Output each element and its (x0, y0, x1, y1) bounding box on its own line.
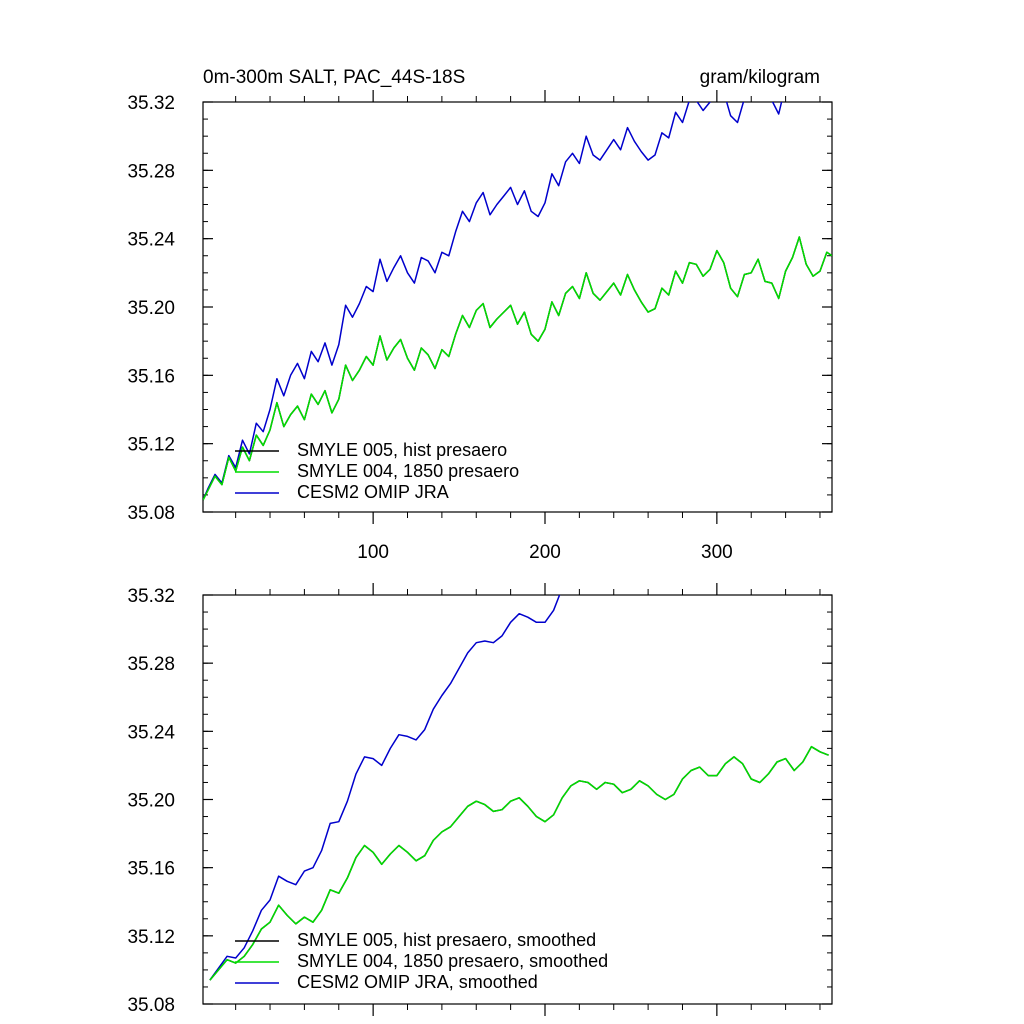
chart-title: 0m-300m SALT, PAC_44S-18S (203, 67, 465, 88)
x-tick-label: 300 (701, 542, 733, 563)
x-tick-label: 200 (529, 542, 561, 563)
y-tick-label: 35.32 (127, 586, 175, 607)
bottom-panel: 35.08 35.12 35.16 35.20 35.24 35.28 35.32 SMYLE… (127, 583, 833, 1016)
legend-label-1: SMYLE 004, 1850 presaero (297, 461, 519, 481)
legend-label-0: SMYLE 005, hist presaero (297, 440, 507, 460)
x-tick-label: 100 (357, 542, 389, 563)
y-tick-label: 35.16 (127, 859, 175, 880)
y-tick-label: 35.24 (127, 230, 175, 251)
y-tick-label: 35.32 (127, 93, 175, 114)
series-line-1 (209, 745, 829, 981)
y-tick-label: 35.28 (127, 161, 175, 182)
legend-label-0: SMYLE 005, hist presaero, smoothed (297, 930, 596, 950)
series-line-2 (209, 595, 561, 981)
y-tick-label: 35.12 (127, 435, 175, 456)
y-tick-label: 35.16 (127, 366, 175, 387)
y-tick-label: 35.28 (127, 654, 175, 675)
top-panel: 35.08 35.12 35.16 35.20 35.24 35.28 35.32 100 20… (127, 90, 833, 563)
y-tick-label: 35.20 (127, 791, 175, 812)
y-tick-label: 35.20 (127, 298, 175, 319)
y-tick-label: 35.08 (127, 995, 175, 1016)
series-line-2 (203, 102, 783, 501)
y-tick-label: 35.24 (127, 722, 175, 743)
legend-label-2: CESM2 OMIP JRA (297, 482, 449, 502)
legend-label-2: CESM2 OMIP JRA, smoothed (297, 972, 538, 992)
y-tick-label: 35.12 (127, 927, 175, 948)
units-label: gram/kilogram (700, 67, 820, 88)
series-line-1 (203, 236, 832, 501)
legend-label-1: SMYLE 004, 1850 presaero, smoothed (297, 951, 608, 971)
y-tick-label: 35.08 (127, 503, 175, 524)
